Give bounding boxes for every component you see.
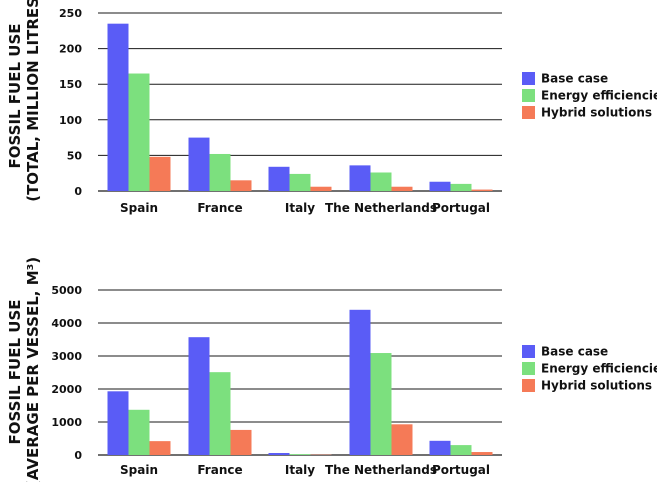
y-axis-label-line1: FOSSIL FUEL USE (6, 300, 24, 445)
bar-energy-efficiencies (289, 173, 311, 191)
x-tick-label: Italy (285, 463, 315, 477)
legend-swatch (522, 345, 535, 358)
legend-label: Hybrid solutions (541, 106, 652, 120)
bar-energy-efficiencies (209, 153, 231, 191)
chart-total-fuel-use: FOSSIL FUEL USE (TOTAL, MILLION LITRES) … (6, 0, 657, 215)
bar-hybrid-solutions (471, 189, 493, 191)
bar-base-case (188, 137, 210, 191)
bar-hybrid-solutions (391, 186, 413, 191)
legend-swatch (522, 89, 535, 102)
y-tick-label: 50 (67, 149, 83, 162)
bar-energy-efficiencies (289, 454, 311, 455)
bar-base-case (268, 453, 290, 455)
bar-hybrid-solutions (230, 180, 252, 191)
legend-swatch (522, 379, 535, 392)
x-tick-label: France (197, 463, 242, 477)
bar-base-case (268, 166, 290, 191)
x-tick-label: Spain (120, 463, 158, 477)
y-tick-label: 1000 (51, 416, 82, 429)
bars (107, 309, 493, 455)
legend-label: Base case (541, 345, 608, 359)
y-tick-label: 0 (74, 449, 82, 462)
bar-energy-efficiencies (370, 353, 392, 455)
x-tick-label: France (197, 201, 242, 215)
bar-energy-efficiencies (450, 445, 472, 455)
bar-base-case (429, 181, 451, 191)
chart-average-per-vessel: FOSSIL FUEL USE (AVERAGE PER VESSEL, M³)… (6, 257, 657, 482)
x-tick-label: Italy (285, 201, 315, 215)
bar-base-case (349, 165, 371, 191)
legend-label: Energy efficiencies (541, 89, 657, 103)
bar-energy-efficiencies (370, 172, 392, 191)
x-tick-label: The Netherlands (325, 463, 437, 477)
legend: Base case Energy efficiencies Hybrid solut… (522, 72, 657, 120)
y-tick-labels: 0 1000 2000 3000 4000 5000 (51, 284, 82, 462)
bars (107, 23, 493, 192)
legend-swatch (522, 106, 535, 119)
bar-base-case (188, 337, 210, 455)
bar-hybrid-solutions (391, 424, 413, 455)
y-tick-label: 150 (59, 78, 82, 91)
y-tick-label: 2000 (51, 383, 82, 396)
bar-base-case (349, 309, 371, 455)
y-tick-label: 100 (59, 114, 82, 127)
bar-energy-efficiencies (128, 73, 150, 191)
x-tick-label: The Netherlands (325, 201, 437, 215)
y-tick-label: 200 (59, 43, 82, 56)
bar-hybrid-solutions (149, 156, 171, 191)
x-tick-label: Spain (120, 201, 158, 215)
gridlines (98, 289, 502, 456)
bar-hybrid-solutions (310, 186, 332, 191)
bar-hybrid-solutions (471, 452, 493, 455)
bar-base-case (107, 23, 129, 192)
legend-swatch (522, 362, 535, 375)
y-axis-label-line2: (AVERAGE PER VESSEL, M³) (24, 257, 42, 482)
legend: Base case Energy efficiencies Hybrid solut… (522, 345, 657, 393)
bar-base-case (107, 391, 129, 455)
y-tick-label: 4000 (51, 317, 82, 330)
bar-hybrid-solutions (149, 441, 171, 455)
legend-label: Base case (541, 72, 608, 86)
y-tick-label: 3000 (51, 350, 82, 363)
bar-energy-efficiencies (450, 183, 472, 191)
bar-energy-efficiencies (209, 372, 231, 455)
y-tick-label: 5000 (51, 284, 82, 297)
y-tick-labels: 0 50 100 150 200 250 (59, 7, 82, 198)
x-tick-label: Portugal (432, 463, 490, 477)
y-tick-label: 0 (74, 185, 82, 198)
x-tick-label: Portugal (432, 201, 490, 215)
bar-energy-efficiencies (128, 409, 150, 455)
y-axis-label-line2: (TOTAL, MILLION LITRES) (24, 0, 42, 202)
bar-base-case (429, 440, 451, 455)
legend-label: Hybrid solutions (541, 379, 652, 393)
legend-swatch (522, 72, 535, 85)
bar-hybrid-solutions (230, 429, 252, 455)
y-axis-label-line1: FOSSIL FUEL USE (6, 24, 24, 169)
y-tick-label: 250 (59, 7, 82, 20)
legend-label: Energy efficiencies (541, 362, 657, 376)
